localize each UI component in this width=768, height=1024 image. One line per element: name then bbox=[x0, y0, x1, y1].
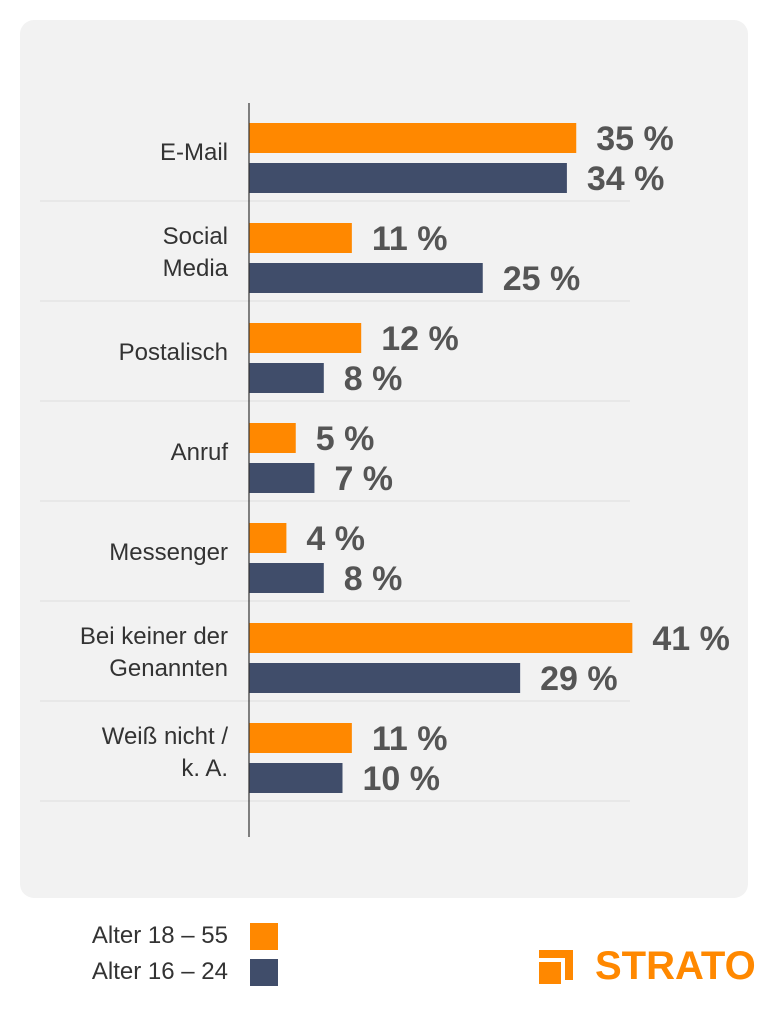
bar-age-16-24 bbox=[249, 463, 315, 493]
strato-logo: STRATO bbox=[535, 940, 756, 990]
category-label-line: Messenger bbox=[109, 539, 228, 566]
bar-chart: E-Mail 35 %34 % Social Media 11 % 25 % Postali… bbox=[40, 103, 730, 837]
category-label-line: Media bbox=[163, 255, 229, 282]
legend-label: Alter 18 – 55 bbox=[91, 922, 228, 949]
value-label: 41 % bbox=[652, 620, 730, 658]
category-label: Social Media bbox=[163, 223, 229, 282]
legend-swatch-orange bbox=[250, 923, 278, 950]
bar-age-18-55 bbox=[249, 423, 296, 453]
value-label: 8 % bbox=[344, 360, 403, 398]
bar-age-18-55 bbox=[249, 223, 352, 253]
legend-swatch-navy bbox=[250, 959, 278, 986]
value-label: 5 % bbox=[316, 420, 375, 458]
legend-item-age-16-24: Alter 16 – 24 bbox=[0, 956, 290, 988]
value-label: 11 % bbox=[372, 720, 448, 758]
value-label: 7 % bbox=[334, 460, 393, 498]
category-label-line: Genannten bbox=[109, 655, 228, 682]
strato-logo-icon bbox=[539, 950, 573, 984]
bar-age-18-55 bbox=[249, 523, 287, 553]
value-label: 25 % bbox=[503, 260, 581, 298]
category-label-line: Weiß nicht / bbox=[102, 723, 229, 750]
bar-age-16-24 bbox=[249, 263, 483, 293]
category-label: E-Mail bbox=[160, 139, 228, 166]
value-label: 12 % bbox=[381, 320, 459, 358]
bar-age-16-24 bbox=[249, 763, 343, 793]
category-label: Messenger bbox=[109, 539, 228, 566]
category-label-line: k. A. bbox=[181, 755, 228, 782]
bar-age-18-55 bbox=[249, 323, 362, 353]
value-label: 10 % bbox=[363, 760, 441, 798]
bar-age-16-24 bbox=[249, 563, 324, 593]
value-label: 34 % bbox=[587, 160, 665, 198]
category-label-line: Postalisch bbox=[119, 339, 228, 366]
bar-age-16-24 bbox=[249, 163, 567, 193]
value-label: 8 % bbox=[344, 560, 403, 598]
category-label: Anruf bbox=[171, 439, 229, 466]
value-label: 11 % bbox=[372, 220, 448, 258]
bar-age-18-55 bbox=[249, 723, 352, 753]
bar-age-18-55 bbox=[249, 123, 577, 153]
value-label: 4 % bbox=[306, 520, 365, 558]
bar-age-16-24 bbox=[249, 663, 521, 693]
category-label-line: E-Mail bbox=[160, 139, 228, 166]
category-label-line: Social bbox=[163, 223, 228, 250]
legend-item-age-18-55: Alter 18 – 55 bbox=[0, 920, 290, 952]
category-label-line: Bei keiner der bbox=[80, 623, 228, 650]
bar-age-18-55 bbox=[249, 623, 633, 653]
brand-name: STRATO bbox=[595, 944, 756, 988]
category-label: Bei keiner der Genannten bbox=[80, 623, 228, 682]
category-label: Weiß nicht / k. A. bbox=[102, 723, 229, 782]
bar-age-16-24 bbox=[249, 363, 324, 393]
category-label-line: Anruf bbox=[171, 439, 229, 466]
legend-label: Alter 16 – 24 bbox=[91, 958, 228, 985]
category-label: Postalisch bbox=[119, 339, 228, 366]
value-label: 35 % bbox=[596, 120, 674, 158]
value-label: 29 % bbox=[540, 660, 618, 698]
